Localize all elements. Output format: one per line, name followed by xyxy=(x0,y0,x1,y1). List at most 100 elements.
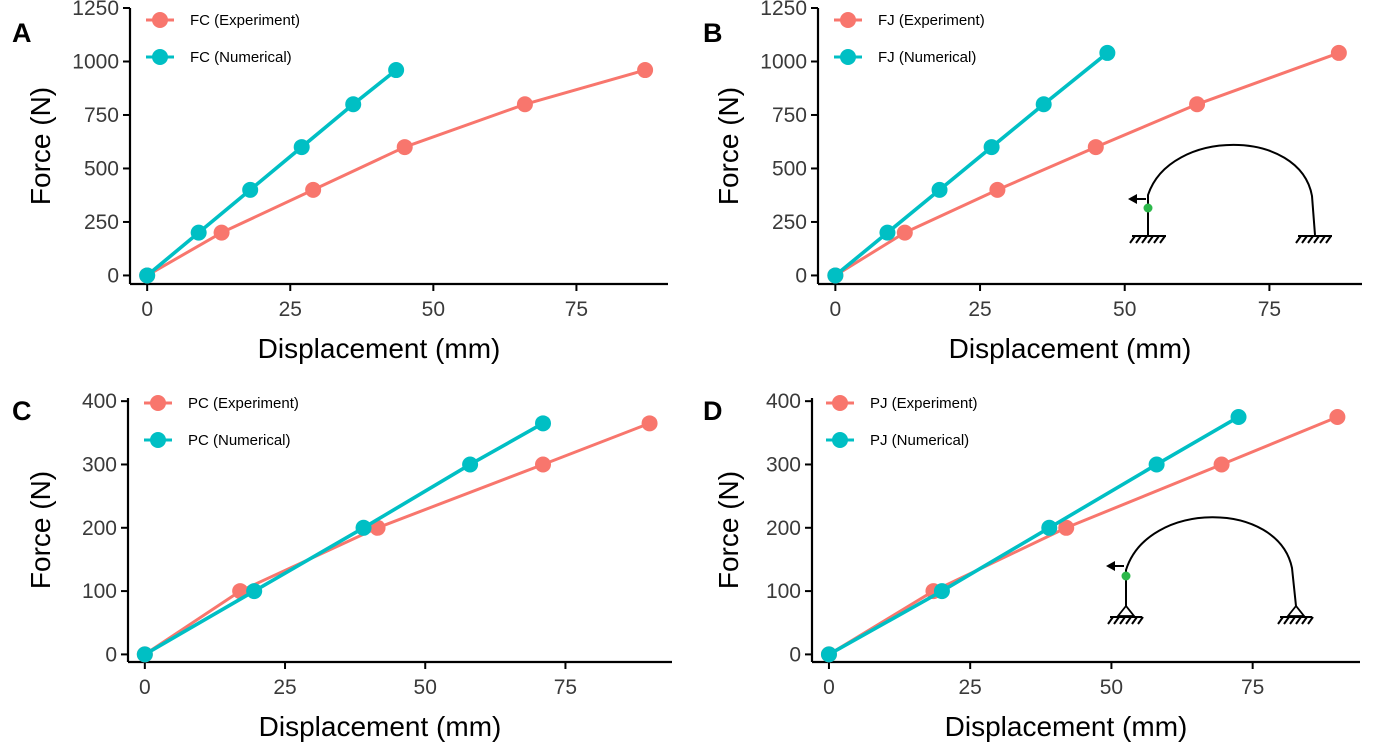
hatch xyxy=(1107,616,1114,625)
y-tick-label: 1000 xyxy=(760,50,807,73)
data-point xyxy=(1099,44,1116,61)
series-numerical xyxy=(139,62,405,284)
x-tick-label: 0 xyxy=(830,298,842,321)
y-tick-label: 400 xyxy=(766,390,801,413)
hatch xyxy=(1113,616,1120,625)
data-point xyxy=(246,583,263,600)
series-experiment xyxy=(827,44,1347,284)
data-point xyxy=(355,519,372,536)
y-tick-label: 750 xyxy=(772,104,807,127)
y-tick-label: 100 xyxy=(82,580,117,603)
y-axis-title: Force (N) xyxy=(25,87,56,205)
hatch xyxy=(1119,616,1126,625)
data-point xyxy=(896,224,913,241)
legend-key-marker xyxy=(840,49,856,65)
series-numerical xyxy=(827,44,1116,284)
x-axis-title: Displacement (mm) xyxy=(258,333,501,364)
load-arrow-head xyxy=(1106,561,1115,571)
legend-label: FJ (Experiment) xyxy=(878,12,985,29)
y-tick-label: 200 xyxy=(766,517,801,540)
data-point xyxy=(931,181,948,198)
data-point xyxy=(305,181,322,198)
pin-support-left xyxy=(1116,604,1136,617)
legend-key-marker xyxy=(150,395,166,411)
x-tick-label: 50 xyxy=(1113,298,1136,321)
series-line xyxy=(146,68,398,277)
legend-label: FC (Numerical) xyxy=(190,49,292,66)
hatch xyxy=(1301,616,1308,625)
legend-key-marker xyxy=(832,432,848,448)
y-tick-label: 300 xyxy=(82,453,117,476)
panel-d: D 0 100 200 300 400 0 25 50 75 Displacement (mm) Fo… xyxy=(703,390,1360,742)
hatch xyxy=(1135,235,1142,244)
data-point xyxy=(1035,96,1052,113)
series-line xyxy=(143,421,544,656)
hatch xyxy=(1131,616,1138,625)
panel-a: A 0 250 500 750 1000 1250 0 25 50 75 Displacement (… xyxy=(12,0,668,364)
legend-label: PC (Numerical) xyxy=(188,432,291,449)
series-line xyxy=(828,415,1338,656)
hatch xyxy=(1153,235,1160,244)
panel-b-letter: B xyxy=(703,18,723,48)
data-point xyxy=(535,456,552,473)
x-axis-title: Displacement (mm) xyxy=(949,333,1192,364)
legend-label: FC (Experiment) xyxy=(190,12,300,29)
legend-key-marker xyxy=(840,12,856,28)
x-tick-label: 50 xyxy=(1100,676,1123,699)
x-tick-label: 50 xyxy=(414,676,437,699)
y-tick-label: 250 xyxy=(84,211,119,234)
y-tick-label: 1250 xyxy=(760,0,807,20)
y-axis-title: Force (N) xyxy=(713,87,744,205)
x-tick-label: 0 xyxy=(141,298,153,321)
data-point xyxy=(637,62,654,79)
hatch xyxy=(1159,235,1166,244)
data-point xyxy=(388,62,405,79)
x-tick-label: 25 xyxy=(968,298,991,321)
hatch xyxy=(1295,235,1302,244)
data-point xyxy=(641,415,658,432)
series-numerical xyxy=(136,415,552,663)
x-tick-label: 0 xyxy=(823,676,835,699)
x-tick-label: 50 xyxy=(422,298,445,321)
y-tick-label: 200 xyxy=(82,517,117,540)
data-point xyxy=(1329,408,1346,425)
panel-c: C 0 100 200 300 400 0 25 50 75 Displacement (mm) Fo… xyxy=(12,390,672,742)
load-point xyxy=(1143,203,1153,213)
hatch xyxy=(1283,616,1290,625)
series-numerical xyxy=(820,408,1247,663)
x-tick-label: 25 xyxy=(959,676,982,699)
load-arrow-head xyxy=(1128,194,1137,204)
hatch xyxy=(1313,235,1320,244)
y-tick-label: 0 xyxy=(105,643,117,666)
panel-b: B 0 250 500 750 1000 1250 0 25 50 75 Displacement (… xyxy=(703,0,1362,364)
data-point xyxy=(396,139,413,156)
data-point xyxy=(820,646,837,663)
legend-key-marker xyxy=(832,395,848,411)
y-tick-label: 500 xyxy=(772,157,807,180)
hatch xyxy=(1129,235,1136,244)
y-tick-label: 1000 xyxy=(72,50,119,73)
series-line xyxy=(834,51,1340,277)
legend-label: PJ (Numerical) xyxy=(870,432,969,449)
data-point xyxy=(983,139,1000,156)
hatch xyxy=(1319,235,1326,244)
data-point xyxy=(345,96,362,113)
x-tick-label: 75 xyxy=(565,298,588,321)
y-tick-label: 0 xyxy=(795,264,807,287)
hatch xyxy=(1137,616,1144,625)
y-tick-label: 750 xyxy=(84,104,119,127)
y-tick-label: 500 xyxy=(84,157,119,180)
data-point xyxy=(516,96,533,113)
data-point xyxy=(213,224,230,241)
series-line xyxy=(828,415,1240,656)
legend-label: PC (Experiment) xyxy=(188,395,299,412)
hatch xyxy=(1141,235,1148,244)
arch-schematic-pinned xyxy=(1106,516,1314,625)
x-tick-label: 25 xyxy=(273,676,296,699)
data-point xyxy=(1213,456,1230,473)
data-point xyxy=(827,267,844,284)
load-point xyxy=(1121,571,1131,581)
y-axis-title: Force (N) xyxy=(25,471,56,589)
legend-label: PJ (Experiment) xyxy=(870,395,978,412)
panel-a-letter: A xyxy=(12,18,32,48)
